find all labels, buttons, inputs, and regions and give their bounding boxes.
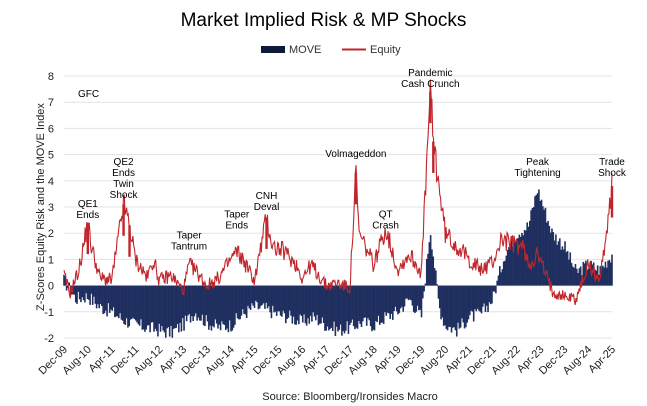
- annotation-label: Taper: [224, 209, 250, 220]
- annotation-label: Tightening: [514, 168, 560, 179]
- y-tick-label: -2: [44, 333, 54, 345]
- y-tick-label: -1: [44, 307, 54, 319]
- annotation-label: QE2: [114, 157, 134, 168]
- equity-line: [63, 79, 613, 306]
- y-tick-label: 6: [48, 123, 54, 135]
- y-tick-label: 8: [48, 71, 54, 83]
- annotation-label: Deval: [254, 202, 280, 213]
- x-tick-label: Apr-25: [586, 344, 618, 376]
- y-tick-label: 7: [48, 97, 54, 109]
- annotation-label: Shock: [110, 190, 139, 201]
- legend: MOVE Equity: [261, 44, 401, 56]
- y-tick-label: 0: [48, 281, 54, 293]
- annotation-label: Ends: [112, 168, 135, 179]
- annotation-label: Cash Crunch: [401, 79, 459, 90]
- annotation-label: Peak: [526, 157, 550, 168]
- y-tick-label: 4: [48, 176, 54, 188]
- y-axis-label: Z-Scores Equity Risk and the MOVE Index: [35, 103, 47, 311]
- y-tick-label: 3: [48, 202, 54, 214]
- legend-label-equity: Equity: [370, 44, 401, 56]
- y-tick-label: 1: [48, 254, 54, 266]
- annotation-label: Ends: [225, 220, 248, 231]
- annotations: GFCQE1EndsQE2EndsTwinShockTaperTantrumTa…: [76, 68, 626, 252]
- annotation-label: QT: [379, 209, 393, 220]
- x-axis: Dec-09Aug-10Apr-11Dec-11Aug-12Apr-13Dec-…: [37, 344, 619, 378]
- annotation-label: Ends: [76, 210, 99, 221]
- annotation-label: Shock: [598, 168, 627, 179]
- source-note: Source: Bloomberg/Ironsides Macro: [262, 391, 437, 403]
- annotation-label: Volmageddon: [325, 149, 386, 160]
- annotation-label: Crash: [372, 220, 399, 231]
- annotation-label: CNH: [256, 191, 278, 202]
- annotation-label: Taper: [177, 230, 203, 241]
- equity-series: [63, 79, 614, 306]
- annotation-label: Trade: [599, 157, 625, 168]
- annotation-label: Twin: [113, 179, 134, 190]
- annotation-label: GFC: [78, 89, 99, 100]
- y-tick-label: 5: [48, 150, 54, 162]
- annotation-label: Tantrum: [171, 241, 207, 252]
- y-axis: -2 -1 0 1 2 3 4 5 6 7 8: [44, 71, 54, 345]
- chart-title: Market Implied Risk & MP Shocks: [181, 10, 467, 31]
- legend-swatch-move: [261, 46, 285, 53]
- annotation-label: QE1: [78, 199, 98, 210]
- legend-label-move: MOVE: [289, 44, 321, 56]
- y-tick-label: 2: [48, 228, 54, 240]
- move-series: [63, 189, 613, 338]
- annotation-label: Pandemic: [408, 68, 452, 79]
